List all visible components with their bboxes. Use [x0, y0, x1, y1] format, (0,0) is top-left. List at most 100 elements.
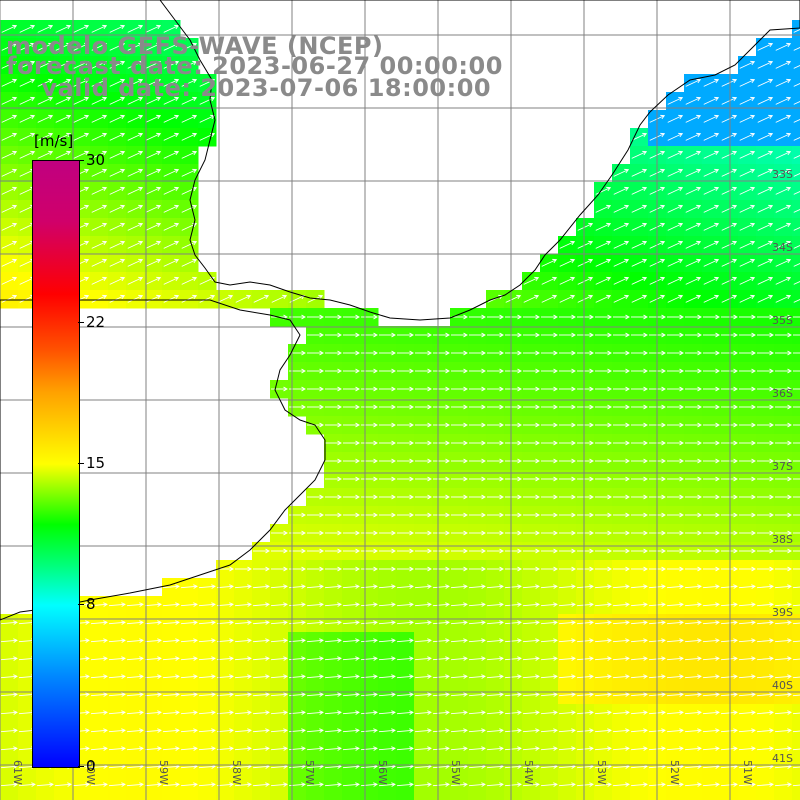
wind-arrow — [396, 585, 414, 589]
wind-arrow — [378, 783, 396, 787]
wind-arrow — [630, 711, 648, 715]
wind-arrow — [739, 115, 755, 123]
wind-arrow — [757, 61, 773, 69]
wind-arrow — [145, 133, 161, 141]
wind-arrow — [163, 133, 179, 141]
wind-arrow — [468, 729, 486, 733]
wind-arrow — [180, 603, 198, 607]
wind-arrow — [126, 657, 144, 661]
wind-arrow — [432, 621, 450, 625]
wind-arrow — [19, 151, 35, 159]
lon-label: 58W — [230, 760, 243, 785]
wind-arrow — [576, 747, 594, 751]
wind-arrow — [613, 169, 629, 177]
wind-arrow — [216, 639, 234, 643]
wind-arrow — [504, 711, 522, 715]
wind-arrow — [631, 259, 647, 267]
wind-arrow — [37, 151, 53, 159]
wind-arrow — [270, 729, 288, 733]
wind-arrow — [198, 603, 216, 607]
wind-arrow — [576, 711, 594, 715]
wind-arrow — [360, 621, 378, 625]
wind-arrow — [775, 115, 791, 123]
wind-arrow — [450, 675, 468, 679]
wind-arrow — [450, 603, 468, 607]
wind-arrow — [792, 712, 800, 715]
wind-arrow — [613, 241, 629, 249]
wind-arrow — [378, 693, 396, 697]
wind-arrow — [144, 675, 162, 679]
wind-arrow — [774, 783, 792, 787]
wind-arrow — [612, 783, 630, 787]
lon-label: 61W — [11, 760, 24, 785]
wind-arrow — [91, 151, 107, 159]
wind-arrow — [162, 783, 180, 787]
wind-arrow — [73, 115, 89, 123]
wind-arrow — [684, 765, 702, 769]
wind-arrow — [432, 711, 450, 715]
wind-arrow — [108, 657, 126, 661]
wind-arrow — [145, 205, 161, 213]
wind-arrow — [342, 657, 360, 661]
wind-arrow — [667, 151, 683, 159]
wind-arrow — [181, 205, 197, 213]
wind-arrow — [666, 693, 684, 697]
wind-arrow — [109, 43, 125, 51]
wind-arrow — [540, 585, 558, 589]
wind-arrow — [486, 729, 504, 733]
wind-arrow — [198, 675, 216, 679]
wind-arrow — [127, 43, 143, 51]
wind-arrow — [37, 79, 53, 87]
wind-arrow — [667, 205, 683, 213]
wind-arrow — [324, 675, 342, 679]
wind-arrow — [0, 693, 18, 697]
wind-arrow — [1, 115, 17, 123]
wind-arrow — [127, 151, 143, 159]
wind-arrow — [91, 61, 107, 69]
wind-arrow — [163, 205, 179, 213]
wind-arrow — [504, 765, 522, 769]
wind-arrow — [73, 61, 89, 69]
wind-arrow — [667, 97, 683, 105]
wind-arrow — [37, 97, 53, 105]
wind-arrow — [252, 711, 270, 715]
wind-arrow — [594, 783, 612, 787]
wind-arrow — [0, 675, 18, 679]
wind-arrow — [684, 711, 702, 715]
wind-arrow — [163, 97, 179, 105]
wind-arrow — [163, 259, 179, 267]
wind-arrow — [504, 657, 522, 661]
wind-arrow — [612, 603, 630, 607]
wind-arrow — [199, 277, 215, 285]
wind-arrow — [540, 675, 558, 679]
wind-arrow — [216, 711, 234, 715]
wind-arrow — [685, 205, 701, 213]
wind-arrow — [73, 97, 89, 105]
wind-arrow — [198, 639, 216, 643]
wind-arrow — [198, 747, 216, 751]
wind-arrow — [90, 783, 108, 787]
wind-arrow — [774, 675, 792, 679]
wind-arrow — [162, 603, 180, 607]
wind-arrow — [127, 241, 143, 249]
wind-arrow — [181, 259, 197, 267]
wind-arrow — [594, 621, 612, 625]
wind-arrow — [0, 621, 18, 625]
wind-arrow — [91, 79, 107, 87]
wind-arrow — [703, 205, 719, 213]
wind-arrow — [163, 61, 179, 69]
wind-arrow — [757, 241, 773, 249]
wind-arrow — [324, 603, 342, 607]
wind-arrow — [721, 97, 737, 105]
wind-arrow — [144, 603, 162, 607]
wind-arrow — [792, 586, 800, 589]
wind-arrow — [738, 675, 756, 679]
wind-arrow — [739, 151, 755, 159]
wind-arrow — [0, 729, 18, 733]
wind-arrow — [37, 133, 53, 141]
wind-arrow — [594, 603, 612, 607]
wind-arrow — [486, 747, 504, 751]
wind-arrow — [792, 658, 800, 661]
wind-arrow — [91, 25, 107, 33]
wind-arrow — [414, 765, 432, 769]
